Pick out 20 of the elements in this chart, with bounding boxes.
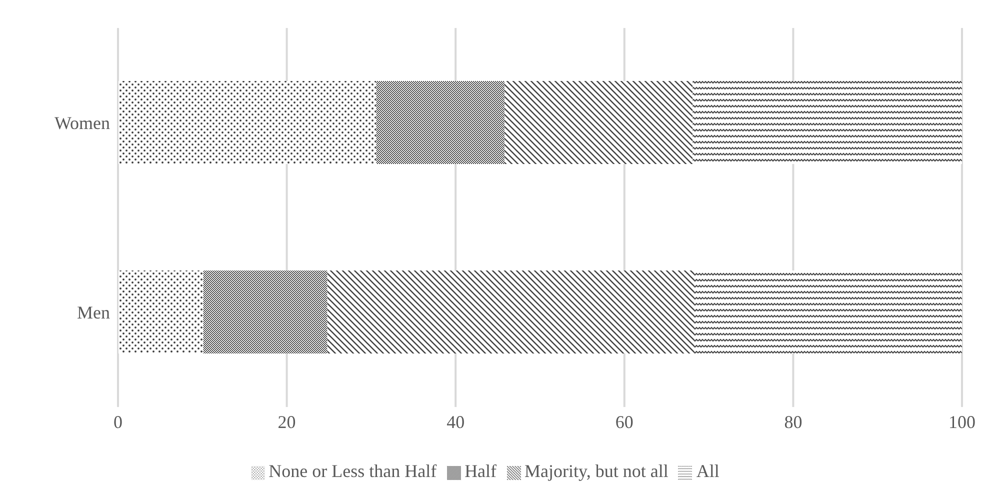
x-tick-label: 60	[615, 412, 634, 432]
x-tick-label: 20	[278, 412, 296, 432]
bar	[376, 81, 505, 164]
bar	[118, 270, 204, 354]
x-tick-label: 0	[114, 412, 122, 432]
y-tick-label: Men	[77, 302, 110, 323]
legend-label: Majority, but not all	[524, 461, 668, 481]
bar	[504, 81, 693, 164]
legend-label: Half	[464, 461, 497, 481]
bar	[692, 81, 962, 164]
legend-label: None or Less than Half	[268, 461, 437, 481]
bar	[203, 270, 328, 354]
x-tick-label: 80	[784, 412, 802, 432]
y-tick-label: Women	[54, 113, 110, 134]
bar	[694, 270, 962, 354]
x-tick-label: 100	[948, 412, 976, 432]
bar	[118, 81, 376, 164]
bar	[327, 270, 694, 354]
legend-label: All	[696, 461, 720, 481]
x-tick-label: 40	[446, 412, 465, 432]
